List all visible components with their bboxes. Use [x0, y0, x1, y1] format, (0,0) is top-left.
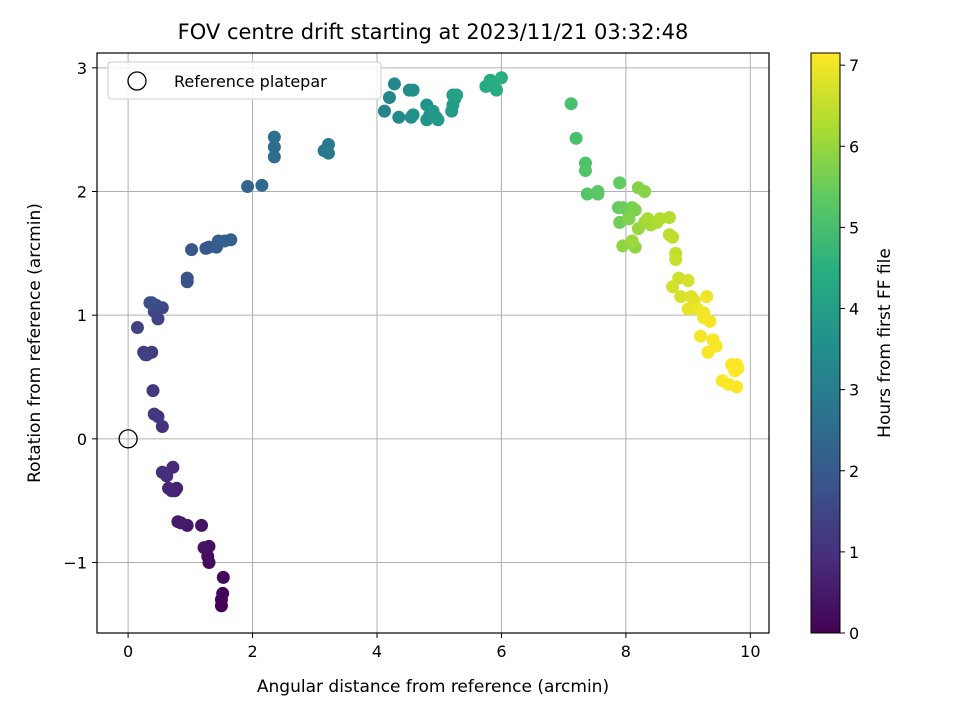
colorbar-tick-label: 7	[849, 56, 859, 75]
chart-title: FOV centre drift starting at 2023/11/21 …	[178, 20, 689, 44]
data-point	[387, 77, 401, 91]
data-point	[321, 138, 335, 152]
data-point	[185, 243, 199, 257]
legend-marker	[127, 71, 147, 91]
x-tick-label: 4	[372, 642, 382, 661]
data-point	[267, 140, 281, 154]
data-point	[382, 91, 396, 105]
colorbar-gradient	[810, 52, 841, 634]
data-point	[613, 176, 627, 190]
x-tick-label: 10	[740, 642, 760, 661]
data-point	[591, 185, 605, 199]
data-point	[377, 104, 391, 118]
data-point	[224, 233, 238, 247]
data-point	[564, 97, 578, 111]
colorbar-tick-label: 5	[849, 218, 859, 237]
colorbar-tick-label: 6	[849, 137, 859, 156]
data-point	[431, 113, 445, 127]
data-point	[578, 163, 592, 177]
data-point	[267, 130, 281, 144]
y-tick-label: 1	[77, 306, 87, 325]
data-point	[241, 180, 255, 194]
y-axis-label: Rotation from reference (arcmin)	[25, 203, 45, 483]
data-point	[580, 187, 594, 201]
plot-frame	[96, 52, 770, 634]
data-point	[146, 384, 160, 398]
colorbar-tick-label: 1	[849, 543, 859, 562]
data-point	[669, 253, 683, 267]
colorbar-tick-label: 0	[849, 624, 859, 643]
data-point	[162, 481, 176, 495]
data-point	[694, 329, 708, 343]
colorbar-label: Hours from first FF file	[875, 248, 895, 438]
x-tick-label: 6	[496, 642, 506, 661]
data-point	[666, 230, 680, 244]
data-point	[703, 314, 717, 328]
data-point	[625, 234, 639, 248]
legend-box	[107, 61, 382, 100]
y-tick-label: 0	[77, 430, 87, 449]
data-point	[130, 321, 144, 335]
data-point	[143, 296, 157, 310]
data-point	[158, 466, 172, 480]
data-points	[118, 71, 745, 613]
data-point	[730, 380, 744, 394]
data-point	[681, 274, 695, 288]
x-tick-label: 2	[247, 642, 257, 661]
data-point	[674, 290, 688, 304]
data-point	[622, 212, 636, 226]
colorbar-tick-label: 4	[849, 300, 859, 319]
x-axis: 0 2 4 6 8 10	[123, 633, 761, 661]
data-point	[730, 358, 744, 372]
data-point	[255, 178, 269, 192]
colorbar-ticks: 0 1 2 3 4 5 6 7	[840, 56, 859, 643]
data-point	[494, 71, 508, 85]
y-tick-label: 3	[77, 59, 87, 78]
x-tick-label: 0	[123, 642, 133, 661]
data-point	[662, 210, 676, 224]
data-point	[267, 150, 281, 164]
data-point	[666, 280, 680, 294]
data-point	[450, 88, 464, 102]
data-point	[147, 407, 161, 421]
y-tick-label: −1	[63, 554, 87, 573]
data-point	[638, 185, 652, 199]
colorbar-tick-label: 2	[849, 462, 859, 481]
data-point	[406, 83, 420, 97]
reference-platepar-marker	[118, 429, 138, 449]
data-point	[155, 419, 169, 433]
data-point	[392, 110, 406, 124]
data-point	[489, 83, 503, 97]
data-point	[216, 586, 230, 600]
data-point	[701, 345, 715, 359]
y-tick-label: 2	[77, 183, 87, 202]
colorbar-tick-label: 3	[849, 381, 859, 400]
x-axis-label: Angular distance from reference (arcmin)	[257, 677, 609, 697]
y-axis: −1 0 1 2 3	[63, 59, 97, 573]
data-point	[139, 348, 153, 362]
x-tick-label: 8	[621, 642, 631, 661]
data-point	[406, 108, 420, 122]
data-point	[171, 515, 185, 529]
data-point	[195, 518, 209, 532]
data-point	[216, 570, 230, 584]
legend: Reference platepar	[107, 61, 382, 100]
data-point	[700, 290, 714, 304]
data-point	[180, 271, 194, 285]
data-point	[197, 541, 211, 555]
data-point	[681, 302, 695, 316]
legend-entry-reference: Reference platepar	[174, 72, 327, 91]
colorbar: 0 1 2 3 4 5 6 7 Hours from first FF file	[810, 52, 895, 643]
data-point	[569, 131, 583, 145]
